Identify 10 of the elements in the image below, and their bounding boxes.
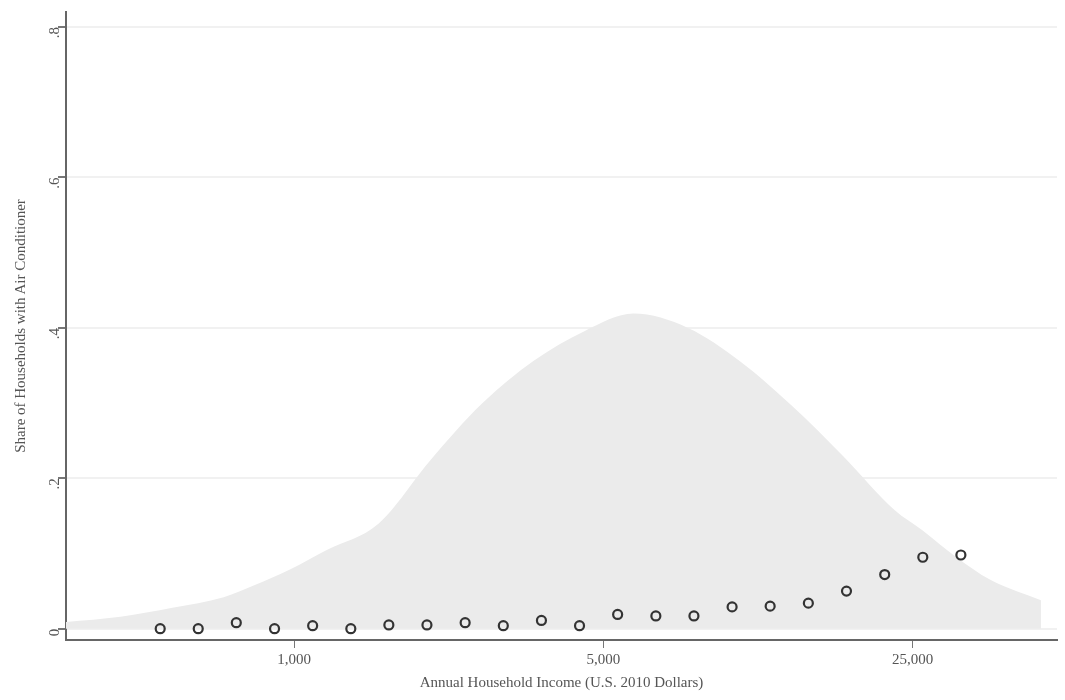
x-axis-title: Annual Household Income (U.S. 2010 Dollars) xyxy=(419,673,704,691)
y-tick-label: 0 xyxy=(45,628,62,637)
y-tick-label: .4 xyxy=(45,327,62,340)
y-tick-label: .8 xyxy=(45,27,62,39)
x-tick-label: 1,000 xyxy=(277,650,312,667)
y-tick-label: .6 xyxy=(45,176,62,189)
y-axis-title: Share of Households with Air Conditioner xyxy=(11,199,28,453)
x-tick-label: 5,000 xyxy=(586,650,621,667)
x-tick-label: 25,000 xyxy=(892,650,934,667)
y-tick-label: .2 xyxy=(45,478,62,490)
